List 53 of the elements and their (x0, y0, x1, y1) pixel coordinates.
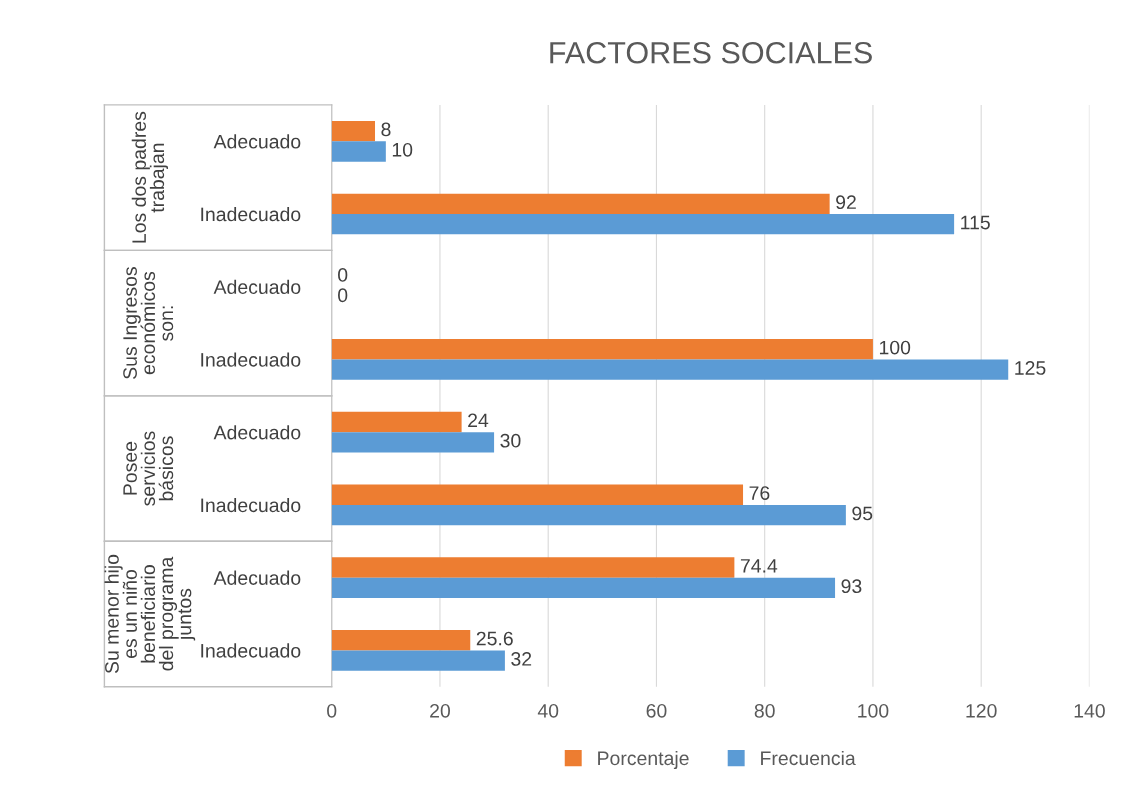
x-tick-label: 0 (327, 703, 337, 718)
x-tick-label: 40 (537, 703, 559, 718)
data-label: 0 (338, 268, 348, 282)
y-tick-label: Inadecuado (201, 497, 301, 513)
bar (331, 339, 873, 360)
data-label: 0 (338, 288, 348, 303)
bar (331, 193, 830, 215)
bar (331, 432, 495, 453)
bar (331, 141, 386, 162)
bar (331, 214, 955, 235)
x-tick-label: 20 (430, 703, 451, 718)
bar (331, 120, 376, 142)
data-label: 125 (1015, 361, 1046, 375)
legend-label: Frecuencia (761, 750, 856, 766)
data-label: 25.6 (476, 631, 513, 646)
chart-title: FACTORES SOCIALES (550, 41, 872, 64)
bar (331, 359, 1009, 380)
text: Posee servicios básicos (123, 431, 174, 506)
data-label: 92 (836, 195, 856, 210)
bar (331, 577, 836, 599)
data-label: 74.4 (740, 559, 778, 573)
bar (331, 650, 505, 671)
data-label: 30 (500, 433, 521, 448)
text: Su menor hijo es un niño beneficiario del programa juntos (104, 554, 196, 674)
bar (331, 504, 846, 526)
bar (331, 484, 744, 505)
data-label: 76 (749, 486, 770, 500)
data-label: 95 (852, 506, 873, 521)
y-tick-label: Adecuado (213, 425, 301, 440)
x-tick-label: 60 (646, 703, 667, 718)
y-tick-label: Inadecuado (201, 643, 301, 658)
x-tick-label: 80 (754, 703, 775, 718)
data-label: 32 (511, 652, 532, 666)
x-tick-label: 100 (858, 703, 889, 718)
data-label: 93 (841, 579, 862, 594)
data-label: 8 (381, 122, 391, 137)
text: Sus Ingresos económicos son: (123, 267, 174, 379)
data-label: 24 (468, 413, 489, 428)
y-tick-label: Inadecuado (201, 206, 301, 222)
y-tick-label: Adecuado (213, 279, 301, 294)
bar (331, 630, 471, 651)
data-label: 10 (392, 142, 413, 157)
data-label: 100 (879, 340, 911, 355)
legend-label: Porcentaje (598, 750, 689, 770)
bar (331, 411, 462, 433)
x-tick-label: 140 (1074, 703, 1105, 718)
data-label: 115 (961, 215, 990, 230)
x-tick-label: 120 (966, 703, 997, 718)
y-tick-label: Inadecuado (201, 352, 301, 367)
y-tick-label: Adecuado (213, 570, 301, 585)
bar (331, 557, 735, 578)
text: Los dos padres trabajan (131, 111, 168, 243)
y-tick-label: Adecuado (213, 134, 301, 149)
